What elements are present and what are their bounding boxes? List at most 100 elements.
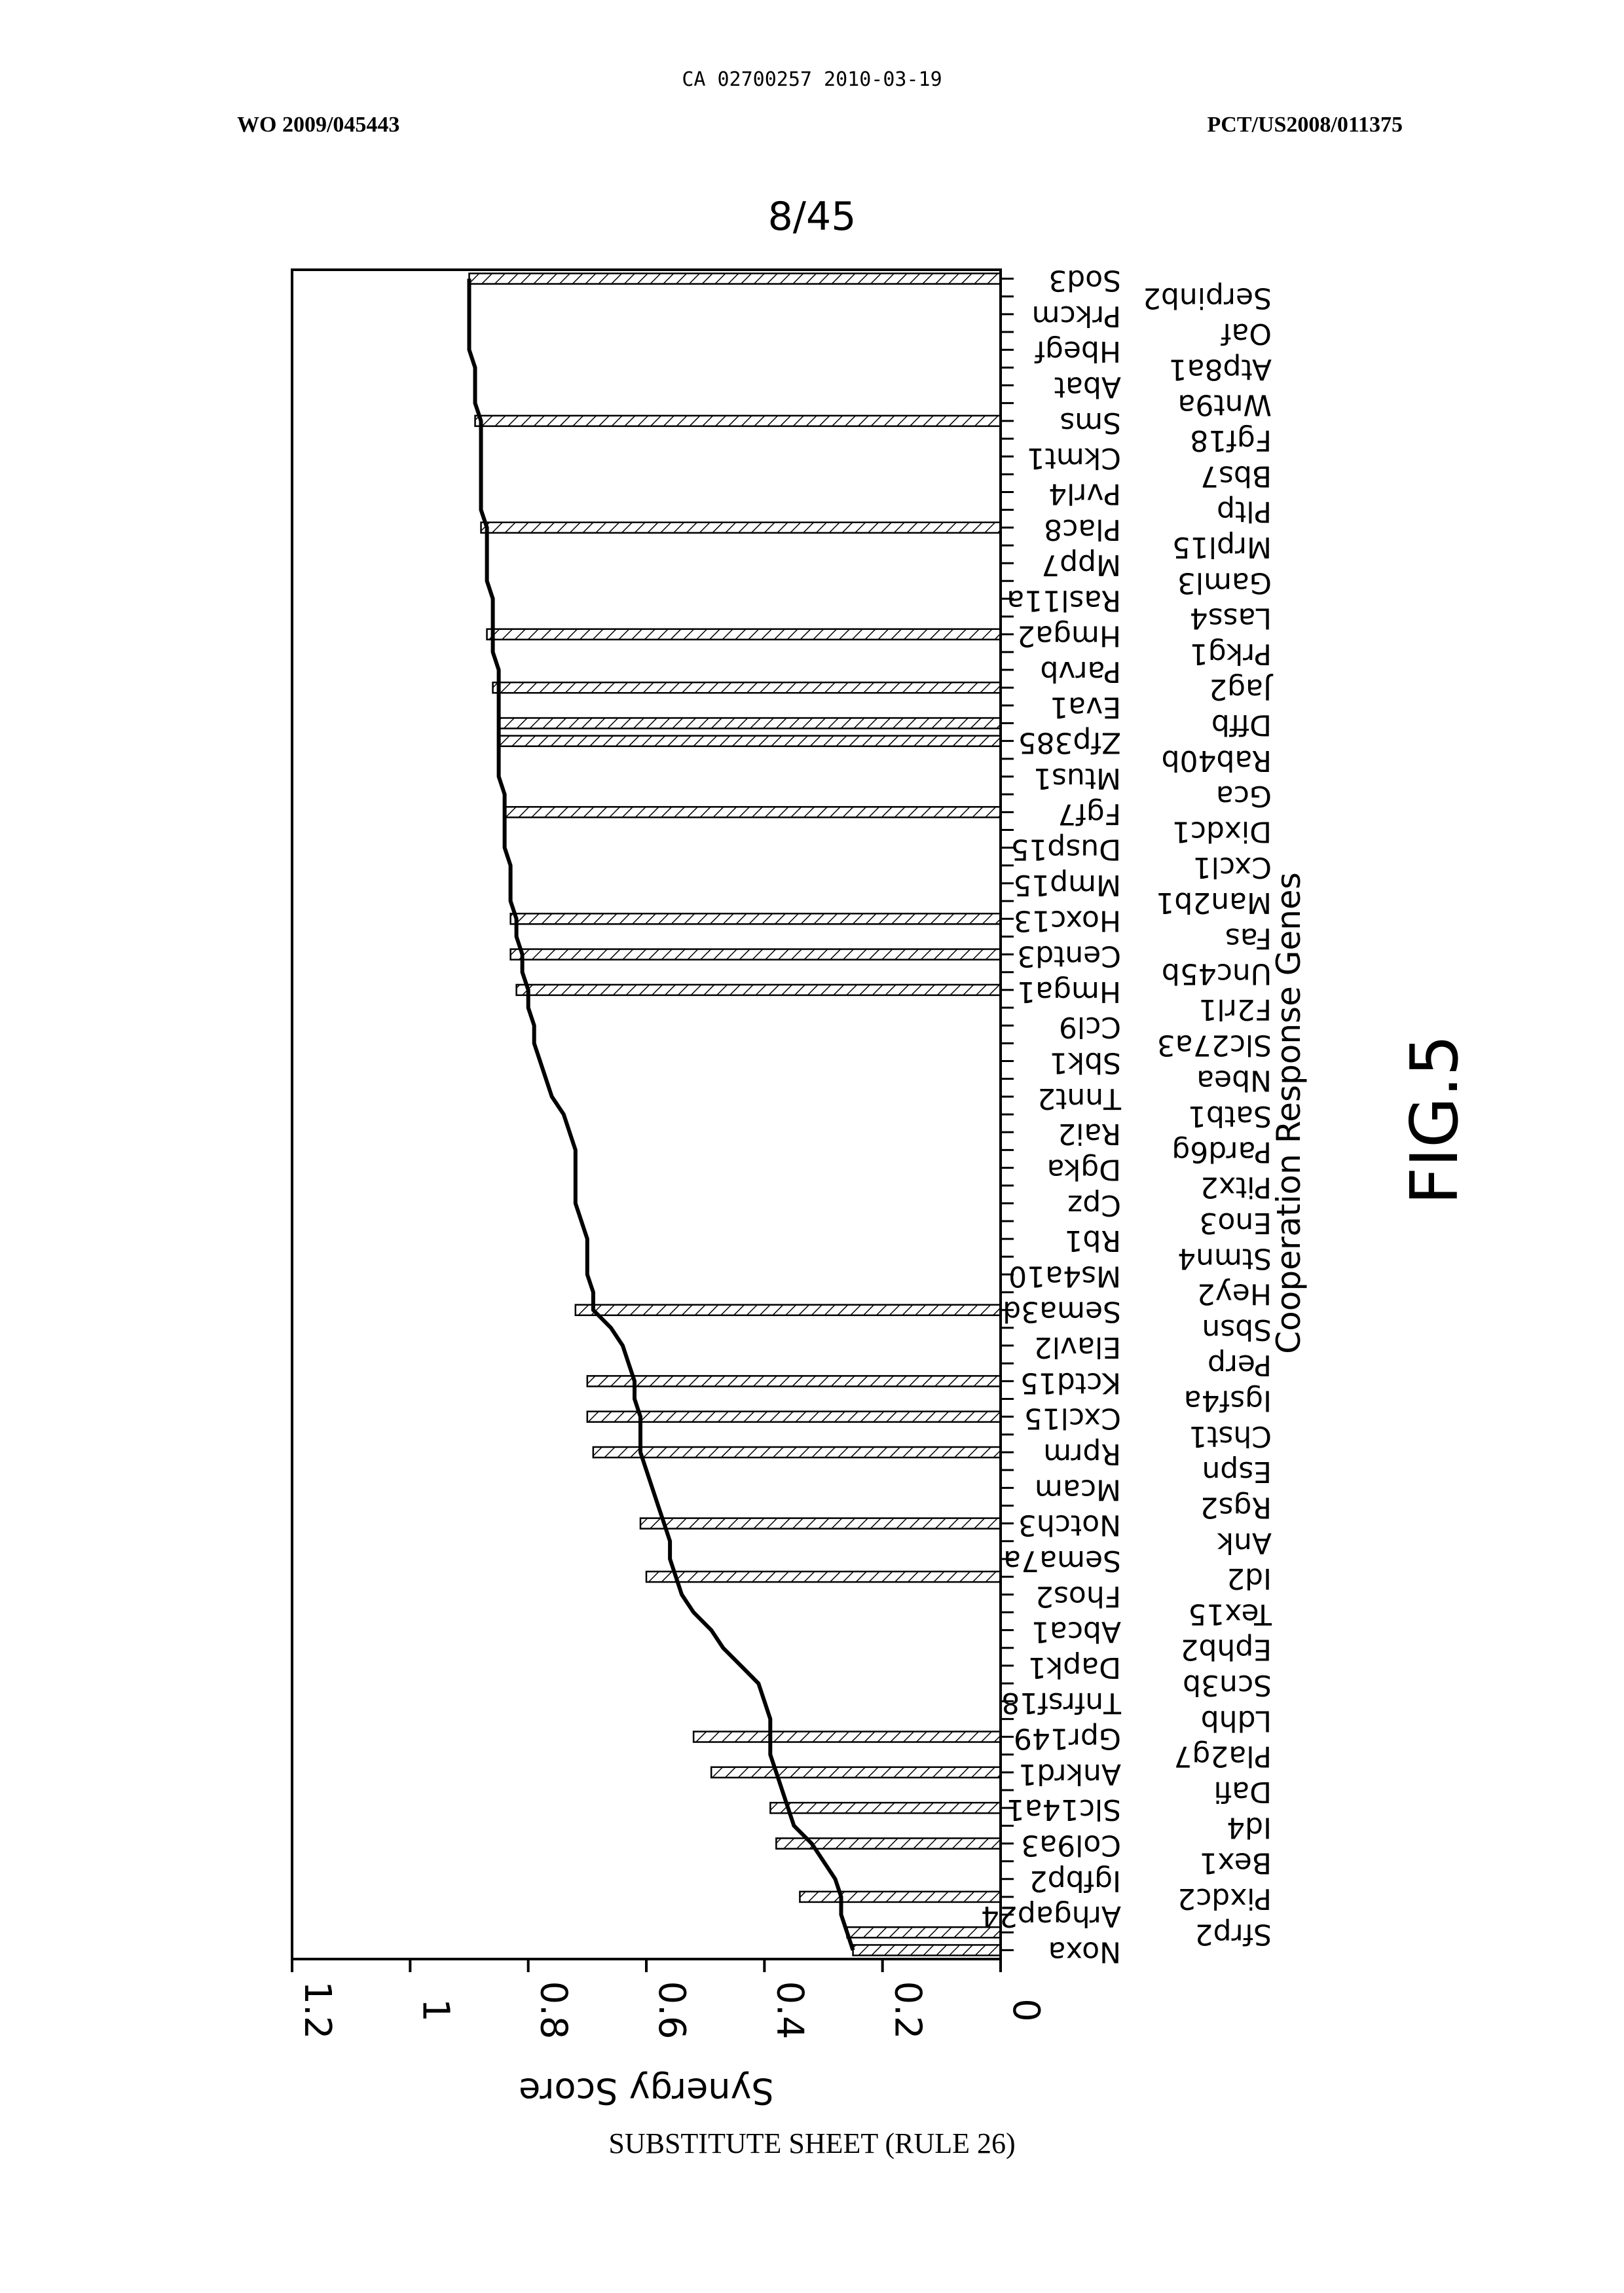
- y-tick-label: 1.2: [296, 1981, 339, 2039]
- bar-Gpr149: [693, 1732, 1001, 1742]
- gene-label: Satb1: [1188, 1099, 1272, 1133]
- bar-Cxcl15: [587, 1412, 1001, 1422]
- x-axis-title: Cooperation Response Genes: [1270, 872, 1308, 1354]
- gene-label: Fgf18: [1190, 424, 1272, 457]
- bar-Notch3: [640, 1518, 1001, 1529]
- y-tick-label: 0: [1005, 1998, 1047, 2022]
- gene-label: Gaml3: [1177, 566, 1272, 599]
- gene-label: Cpz: [1067, 1188, 1121, 1222]
- figure-label-text: FIG.5: [1396, 1035, 1473, 1205]
- gene-label: Pltp: [1217, 495, 1272, 528]
- gene-label: Hmga2: [1017, 619, 1121, 653]
- gene-label: Hoxc13: [1014, 904, 1121, 937]
- gene-label: Eno3: [1199, 1206, 1272, 1239]
- footer-note: SUBSTITUTE SHEET (RULE 26): [0, 2127, 1624, 2160]
- gene-label: Id2: [1227, 1562, 1272, 1595]
- gene-label: Pitx2: [1200, 1171, 1272, 1204]
- gene-label: Bex1: [1199, 1846, 1272, 1880]
- gene-label: Mtus1: [1033, 761, 1121, 795]
- y-tick-label: 0.6: [650, 1981, 693, 2039]
- gene-label: Ank: [1217, 1526, 1272, 1560]
- gene-label: Sbk1: [1050, 1046, 1121, 1080]
- gene-label: Sfrp2: [1195, 1917, 1272, 1951]
- gene-label: Bbs7: [1200, 459, 1272, 492]
- gene-label: Prkg1: [1190, 637, 1272, 670]
- gene-label: Rb1: [1065, 1224, 1122, 1257]
- gene-label: F2rl1: [1198, 993, 1272, 1026]
- gene-label: Fhos2: [1035, 1579, 1121, 1613]
- y-tick-label: 0.4: [768, 1981, 811, 2039]
- gene-label: Hmga1: [1017, 975, 1121, 1008]
- bar-Rprm: [593, 1447, 1001, 1458]
- gene-label: Perp: [1208, 1348, 1272, 1382]
- gene-label: Ms4a10: [1008, 1259, 1121, 1293]
- gene-label: Lass4: [1190, 602, 1272, 635]
- gene-label: Sod3: [1048, 264, 1121, 297]
- gene-label: Abca1: [1031, 1615, 1121, 1649]
- gene-label: Dixdc1: [1172, 815, 1272, 848]
- bar-Sms: [475, 416, 1001, 426]
- gene-label: Dgka: [1047, 1152, 1121, 1186]
- gene-label: Rasl11a: [1006, 583, 1121, 617]
- gene-label: Cxcl1: [1193, 851, 1272, 884]
- gene-label: Serpinb2: [1143, 282, 1272, 315]
- bar-Sod3: [470, 274, 1001, 284]
- gene-label: Centd3: [1017, 940, 1121, 973]
- gene-label: Pla2g7: [1173, 1740, 1272, 1773]
- bar-Centd3: [511, 949, 1001, 960]
- gene-label: Tnfrsf18: [1001, 1686, 1122, 1719]
- gene-label: Mmp15: [1013, 868, 1121, 902]
- y-tick-label: 0.8: [532, 1981, 575, 2039]
- gene-label: Mrpl15: [1172, 530, 1272, 564]
- gene-label: Pvrl4: [1048, 477, 1121, 510]
- gene-label: Abat: [1054, 371, 1121, 404]
- gene-label: Gpr149: [1014, 1722, 1121, 1755]
- gene-label: Ankrd1: [1018, 1757, 1121, 1791]
- gene-label: Ephb2: [1180, 1633, 1272, 1666]
- y-tick-label: 1: [414, 1998, 456, 2022]
- gene-label: Dffb: [1211, 708, 1272, 742]
- gene-label: Stmn4: [1177, 1241, 1272, 1275]
- bar-Dffb: [499, 718, 1001, 729]
- gene-label: Dusp15: [1010, 833, 1121, 866]
- gene-label: Zfp385: [1018, 726, 1121, 760]
- gene-label: Notch3: [1018, 1509, 1121, 1542]
- gene-label: Unc45b: [1162, 957, 1272, 991]
- gene-label: Slc14a1: [1006, 1793, 1121, 1826]
- gene-label: Oaf: [1220, 317, 1272, 350]
- bar-Kctd15: [587, 1376, 1001, 1386]
- bar-Ankrd1: [711, 1767, 1001, 1778]
- gene-label: Tex15: [1188, 1597, 1272, 1630]
- gene-label: Plac8: [1044, 513, 1121, 546]
- gene-label: Man2b1: [1156, 886, 1272, 919]
- figure-label: FIG.5: [1382, 1021, 1486, 1218]
- gene-label: Hbegf: [1034, 335, 1121, 368]
- gene-label: Scn3b: [1183, 1668, 1272, 1702]
- gene-label: Pixdc2: [1177, 1882, 1272, 1915]
- gene-label: Rprm: [1043, 1437, 1121, 1471]
- gene-label: Igfbp2: [1029, 1864, 1121, 1898]
- gene-label: Dapk1: [1028, 1651, 1121, 1684]
- gene-label: Hey2: [1197, 1277, 1272, 1311]
- gene-label: Prkcm: [1032, 299, 1121, 333]
- gene-label: Elavl2: [1034, 1330, 1121, 1364]
- gene-label: Slc27a3: [1157, 1028, 1272, 1061]
- gene-label: Fgf7: [1058, 797, 1121, 830]
- bar-Hoxc13: [511, 913, 1001, 924]
- gene-label: Dafi: [1213, 1775, 1272, 1808]
- gene-label: Gca: [1216, 779, 1272, 813]
- gene-label: Sema3d: [1003, 1295, 1121, 1329]
- gene-label: Id4: [1227, 1810, 1272, 1844]
- bar-Fgf7: [505, 807, 1001, 817]
- gene-label: Fas: [1225, 921, 1272, 955]
- gene-label: Parvb: [1040, 655, 1121, 688]
- bar-Sfrp2: [847, 1927, 1001, 1937]
- bar-Hmga2: [487, 629, 1001, 640]
- gene-label: Sbsn: [1202, 1313, 1272, 1346]
- bar-Slc14a1: [770, 1803, 1001, 1813]
- gene-label: Rai2: [1058, 1117, 1121, 1150]
- bar-Jag2: [493, 682, 1001, 693]
- gene-label: Eva1: [1050, 690, 1121, 724]
- gene-label: Sms: [1060, 406, 1121, 439]
